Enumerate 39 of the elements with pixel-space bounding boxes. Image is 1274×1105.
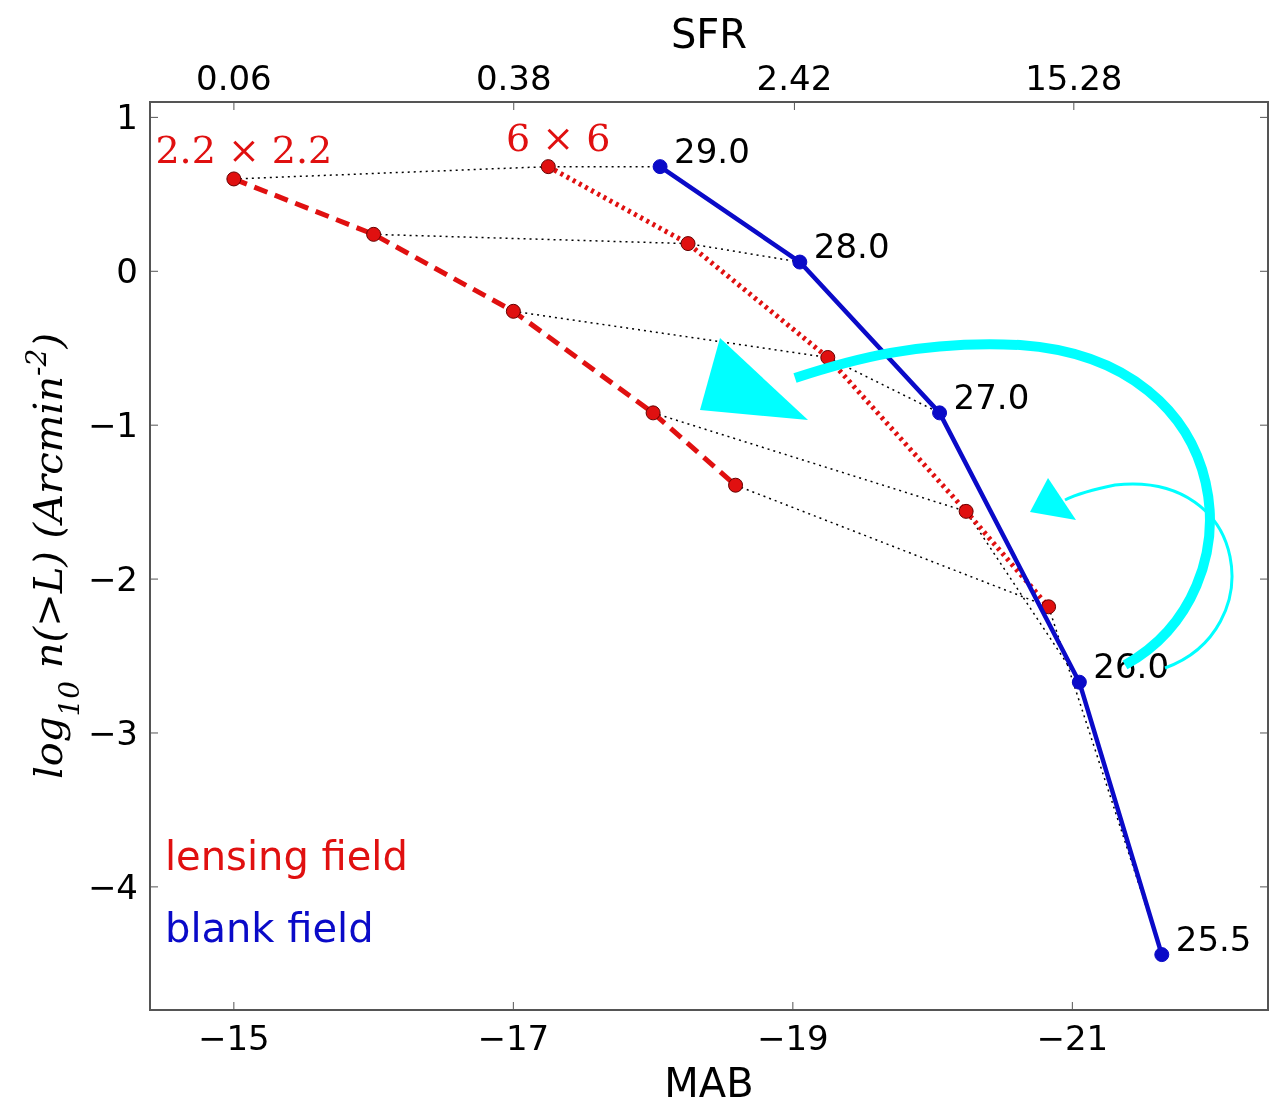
x2-tick-label: 2.42 — [756, 58, 833, 98]
y-tick-label: −3 — [87, 712, 138, 753]
point — [505, 303, 521, 319]
point — [728, 477, 744, 493]
point — [366, 226, 382, 242]
annotation: 6 × 6 — [506, 115, 611, 160]
text: blank field — [165, 905, 374, 951]
point — [932, 405, 948, 421]
point — [1154, 947, 1170, 963]
point — [652, 159, 668, 175]
x-tick-label: −21 — [1036, 1018, 1109, 1058]
point — [1071, 674, 1087, 690]
annotation: 2.2 × 2.2 — [155, 127, 333, 172]
point — [540, 159, 556, 175]
point — [680, 236, 696, 252]
point — [792, 254, 808, 270]
point — [1041, 599, 1057, 615]
annotation: 25.5 — [1175, 918, 1252, 959]
x-axis-title: MAB — [664, 1060, 754, 1105]
x2-tick-label: 0.38 — [475, 58, 552, 98]
x2-tick-label: 0.06 — [196, 58, 272, 98]
annotation: 29.0 — [674, 130, 750, 171]
y-tick-label: −2 — [87, 559, 138, 600]
point — [820, 349, 836, 365]
x-tick-label: −19 — [756, 1018, 829, 1058]
x2-axis-title: SFR — [670, 11, 748, 57]
y-tick-label: 0 — [116, 251, 138, 292]
y-tick-label: −4 — [87, 866, 138, 907]
annotation: 28.0 — [813, 226, 890, 267]
point — [226, 171, 242, 187]
x-tick-label: −17 — [477, 1018, 550, 1058]
y-tick-label: 1 — [116, 97, 138, 138]
annotation: 27.0 — [953, 376, 1030, 417]
x2-tick-label: 15.28 — [1025, 58, 1123, 98]
point — [958, 503, 974, 519]
point — [645, 405, 661, 421]
y-tick-label: −1 — [87, 405, 138, 446]
annotation: lensing field — [165, 833, 408, 879]
x-tick-label: −15 — [197, 1018, 270, 1058]
